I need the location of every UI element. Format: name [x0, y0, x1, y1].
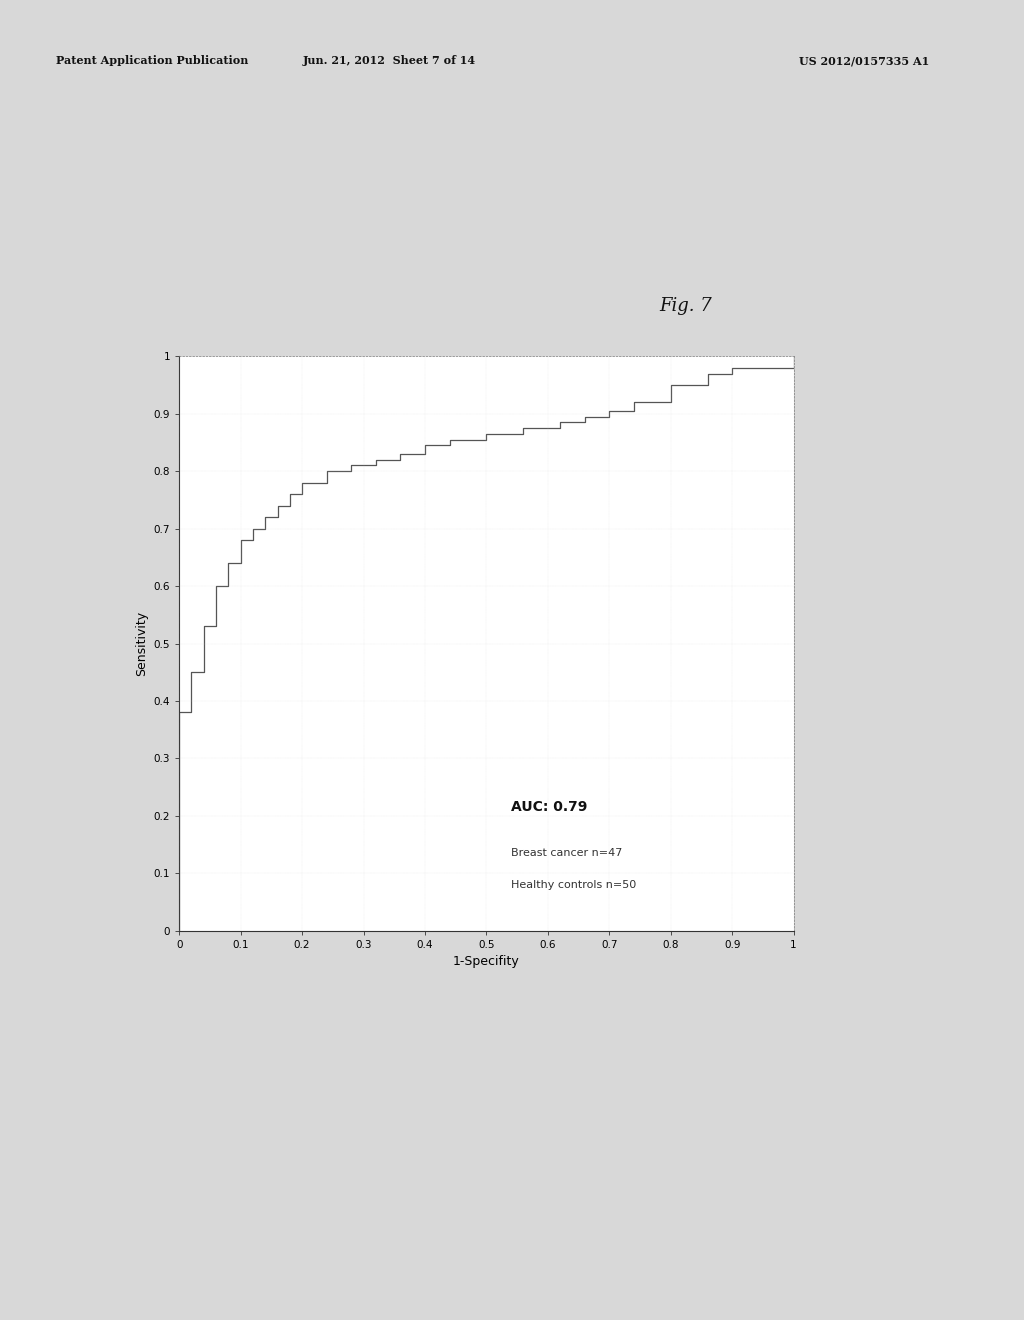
Text: Jun. 21, 2012  Sheet 7 of 14: Jun. 21, 2012 Sheet 7 of 14 [302, 55, 476, 66]
Text: Fig. 7: Fig. 7 [659, 297, 713, 315]
X-axis label: 1-Specifity: 1-Specifity [453, 956, 520, 968]
Text: US 2012/0157335 A1: US 2012/0157335 A1 [799, 55, 929, 66]
Text: Healthy controls n=50: Healthy controls n=50 [511, 879, 636, 890]
Text: Patent Application Publication: Patent Application Publication [56, 55, 249, 66]
Y-axis label: Sensitivity: Sensitivity [135, 611, 148, 676]
Text: AUC: 0.79: AUC: 0.79 [511, 800, 588, 814]
Text: Breast cancer n=47: Breast cancer n=47 [511, 847, 623, 858]
